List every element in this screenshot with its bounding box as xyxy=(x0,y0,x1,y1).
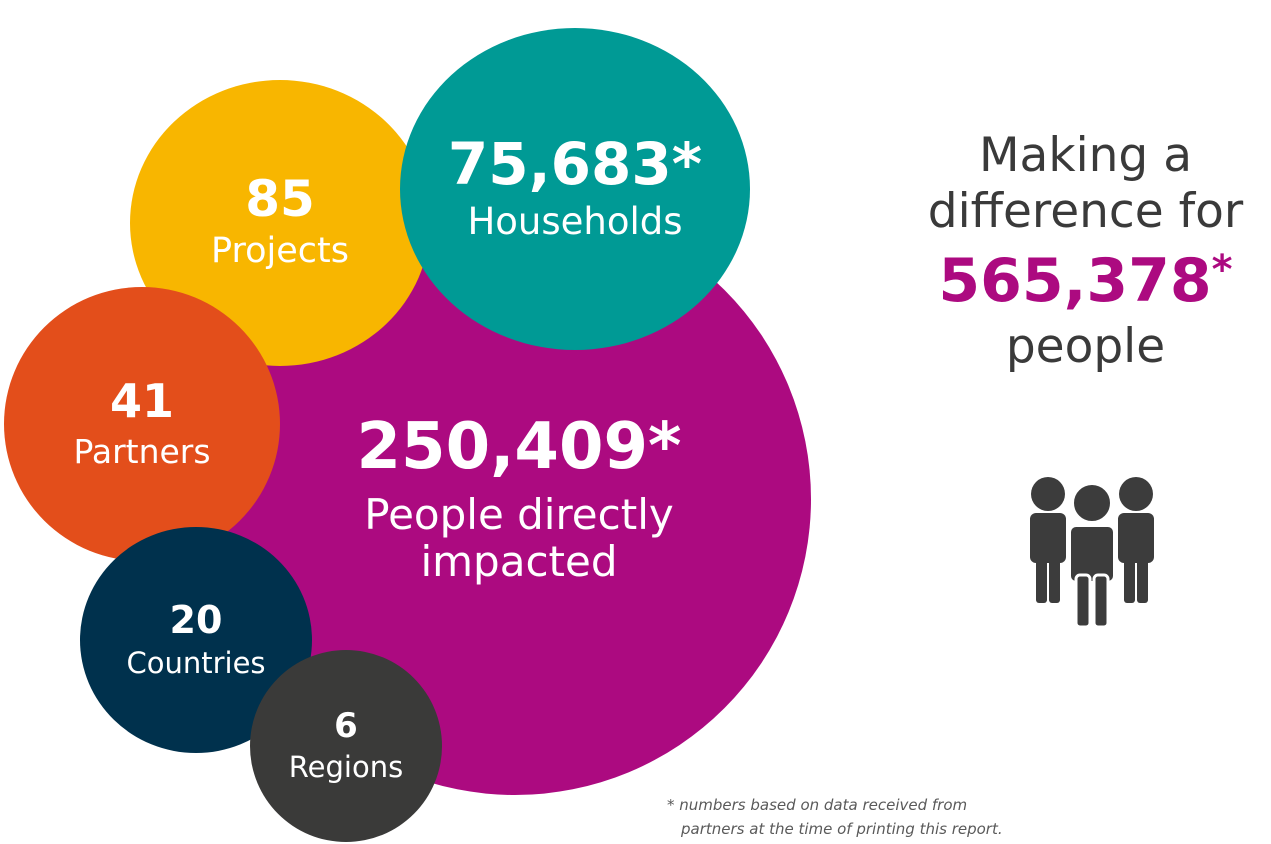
headline-total-marker: * xyxy=(1211,246,1233,293)
people-impacted-value: 250,409* xyxy=(356,410,682,484)
people-impacted-content: 250,409* People directly impacted xyxy=(329,415,709,585)
people-group-icon xyxy=(1030,477,1154,629)
headline-line1: Making a xyxy=(979,128,1192,183)
partners-label: Partners xyxy=(73,431,211,471)
countries-value: 20 xyxy=(169,597,223,642)
projects-label: Projects xyxy=(211,231,349,272)
headline-total-value: 565,378 xyxy=(938,245,1212,316)
footnote-line1: * numbers based on data received from xyxy=(667,796,968,814)
partners-value: 41 xyxy=(109,373,174,428)
people-impacted-label-line1: People directly xyxy=(364,490,674,539)
footnote-line2: partners at the time of printing this re… xyxy=(681,820,1003,838)
regions-value: 6 xyxy=(334,705,358,746)
headline: Making a difference for 565,378* people xyxy=(900,128,1271,375)
regions-bubble: 6 Regions xyxy=(250,650,442,842)
households-bubble: 75,683* Households xyxy=(400,28,750,350)
regions-label: Regions xyxy=(288,749,404,784)
footnote: * numbers based on data received from pa… xyxy=(667,793,1003,841)
headline-total: 565,378* xyxy=(900,245,1271,317)
headline-line4: people xyxy=(1005,318,1166,374)
countries-label: Countries xyxy=(126,645,266,680)
partners-bubble: 41 Partners xyxy=(4,287,280,561)
households-label: Households xyxy=(467,200,683,244)
projects-value: 85 xyxy=(245,170,315,229)
people-icon-shapes xyxy=(1030,477,1154,629)
headline-line2: difference for xyxy=(927,184,1244,240)
households-value: 75,683* xyxy=(447,130,703,199)
people-impacted-label-line2: impacted xyxy=(420,537,618,587)
